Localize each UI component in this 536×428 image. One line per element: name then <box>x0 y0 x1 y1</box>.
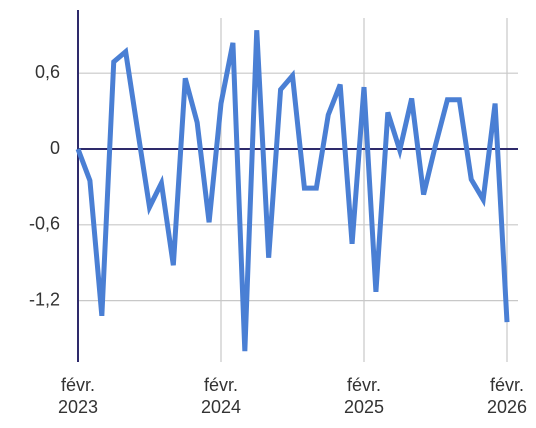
line-series <box>75 30 510 352</box>
y-tick-label: -0,6 <box>29 214 60 234</box>
y-tick-label: 0,6 <box>35 62 60 82</box>
x-tick-label: févr. 2026 <box>486 375 528 417</box>
y-tick-label: -1,2 <box>29 289 60 309</box>
y-tick-label: 0 <box>50 138 60 158</box>
x-tick-label: févr. 2024 <box>200 375 242 417</box>
x-tick-label: févr. 2025 <box>343 375 385 417</box>
x-tick-label: févr. 2023 <box>57 375 99 417</box>
